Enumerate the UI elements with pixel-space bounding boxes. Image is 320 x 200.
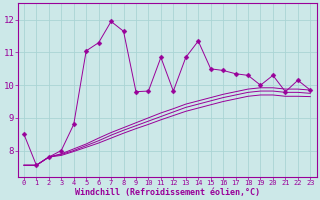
- X-axis label: Windchill (Refroidissement éolien,°C): Windchill (Refroidissement éolien,°C): [75, 188, 260, 197]
